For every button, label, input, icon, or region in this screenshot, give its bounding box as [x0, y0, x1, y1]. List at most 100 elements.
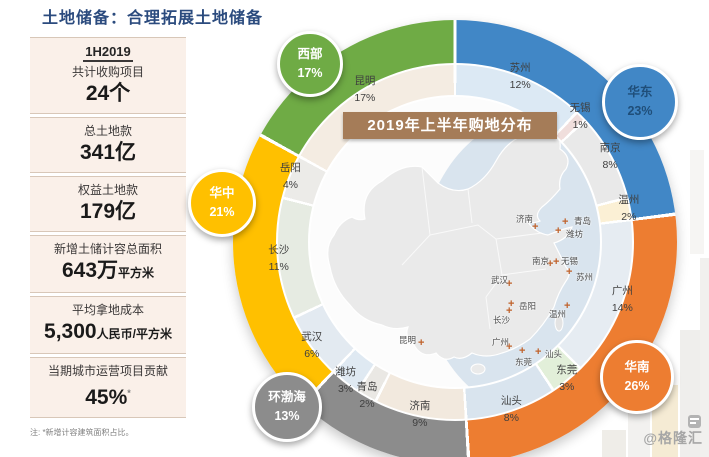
map-city-label: 苏州 — [576, 272, 594, 282]
province-borders — [401, 166, 547, 330]
china-landmass — [327, 126, 573, 360]
map-city-label: 南京 — [532, 256, 550, 266]
map-city-label: 广州 — [492, 337, 510, 347]
city-name: 汕头 — [500, 394, 522, 407]
stat-value: 179亿 — [79, 200, 137, 223]
city-share-label: 岳阳 4% — [258, 160, 322, 194]
city-name: 青岛 — [356, 380, 378, 393]
map-city-label: 济南 — [516, 214, 534, 224]
city-share-label: 长沙 11% — [247, 242, 311, 276]
stat-label: 当期城市运营项目贡献 — [47, 364, 168, 378]
region-name: 西部 — [297, 47, 323, 62]
city-share-label: 温州 2% — [597, 192, 661, 226]
region-bubble: 环渤海 13% — [252, 372, 322, 442]
stat-card: 新增土储计容总面积 643万平方米 — [30, 235, 186, 293]
region-share: 17% — [297, 66, 323, 80]
map-city-marker: + — [535, 346, 542, 358]
footnote: 注: *新增计容建筑面积占比。 — [30, 428, 134, 437]
map-city-marker: + — [564, 300, 571, 312]
map-city-label: 温州 — [549, 309, 567, 319]
region-bubble: 华东 23% — [602, 64, 678, 140]
map-city-label: 汕头 — [545, 349, 563, 359]
city-share-label: 苏州 12% — [488, 60, 552, 94]
watermark-logo-icon — [688, 415, 701, 428]
map-title-banner: 2019年上半年购地分布 — [343, 112, 557, 139]
city-share: 1% — [572, 118, 588, 131]
map-city-marker: + — [508, 298, 515, 310]
stat-value: 5,300人民币/平方米 — [44, 320, 172, 343]
skyline-building — [602, 430, 626, 457]
map-city-marker: + — [506, 278, 513, 290]
city-share-label: 潍坊 3% — [314, 364, 378, 398]
watermark-text: @格隆汇 — [643, 430, 703, 446]
watermark: @格隆汇 — [643, 415, 703, 448]
stats-panel: 1H2019 共计收购项目 24个 总土地款 341亿 权益土地款 179亿 新增土储计容总面… — [30, 37, 186, 421]
map-city-label: 潍坊 — [566, 229, 584, 239]
stat-card: 当期城市运营项目贡献 45%* — [30, 357, 186, 418]
map-city-label: 武汉 — [491, 275, 509, 285]
city-name: 南京 — [599, 141, 621, 154]
stat-label: 总土地款 — [83, 124, 132, 138]
region-share: 21% — [209, 205, 235, 219]
map-city-marker: + — [553, 256, 560, 268]
region-name: 华南 — [624, 360, 650, 375]
city-share: 14% — [611, 301, 633, 314]
page-title: 土地储备：合理拓展土地储备 — [42, 10, 264, 27]
city-share: 9% — [412, 417, 428, 430]
map-city-marker: + — [532, 221, 539, 233]
city-share-label: 广州 14% — [590, 283, 654, 317]
city-name: 东莞 — [556, 364, 578, 377]
city-share: 3% — [337, 383, 354, 396]
city-share: 3% — [559, 381, 575, 394]
stat-label: 平均拿地成本 — [71, 303, 144, 317]
map-city-marker: + — [555, 225, 562, 237]
stat-unit: 人民币/平方米 — [96, 327, 172, 341]
stat-period-wrap: 1H2019 — [33, 43, 183, 64]
city-share: 2% — [621, 210, 637, 223]
china-map — [308, 95, 602, 389]
region-share: 23% — [627, 104, 653, 118]
stat-card: 1H2019 共计收购项目 24个 — [30, 37, 186, 114]
map-city-marker: + — [506, 341, 513, 353]
city-share-label: 南京 8% — [578, 140, 642, 174]
city-share-label: 昆明 17% — [333, 73, 397, 107]
city-name: 广州 — [611, 284, 633, 297]
city-name: 温州 — [618, 193, 640, 206]
city-share: 8% — [503, 411, 519, 424]
stat-card: 权益土地款 179亿 — [30, 176, 186, 232]
region-name: 华东 — [627, 85, 653, 100]
stat-card: 平均拿地成本 5,300人民币/平方米 — [30, 296, 186, 354]
city-name: 苏州 — [509, 62, 531, 75]
city-share: 17% — [354, 91, 376, 104]
map-city-marker: + — [547, 258, 554, 270]
region-name: 华中 — [209, 186, 235, 201]
city-share: 2% — [359, 397, 375, 410]
stat-card: 总土地款 341亿 — [30, 117, 186, 173]
city-name: 长沙 — [268, 243, 290, 256]
stat-value: 45%* — [85, 386, 131, 409]
city-name: 岳阳 — [279, 161, 301, 174]
city-share: 8% — [602, 158, 618, 171]
city-share: 11% — [268, 260, 289, 273]
city-share-label: 济南 9% — [388, 398, 452, 432]
city-name: 潍坊 — [335, 366, 357, 379]
region-bubble: 华中 21% — [188, 169, 256, 237]
city-share-label: 武汉 6% — [280, 329, 344, 363]
map-city-label: 长沙 — [493, 315, 511, 325]
city-name: 昆明 — [354, 74, 376, 87]
region-share: 26% — [624, 379, 650, 393]
city-share: 4% — [282, 178, 299, 191]
region-bubble: 华南 26% — [600, 340, 674, 414]
stat-label: 共计收购项目 — [71, 65, 144, 79]
city-name: 武汉 — [301, 331, 323, 344]
skyline-building — [690, 150, 704, 254]
city-name: 无锡 — [569, 101, 591, 114]
map-city-marker: + — [506, 305, 513, 317]
china-map-svg — [327, 115, 600, 387]
region-name: 环渤海 — [268, 390, 306, 405]
hainan-island — [470, 363, 486, 375]
map-city-marker: + — [519, 345, 526, 357]
taiwan-island — [554, 314, 564, 332]
region-share: 13% — [274, 409, 300, 423]
